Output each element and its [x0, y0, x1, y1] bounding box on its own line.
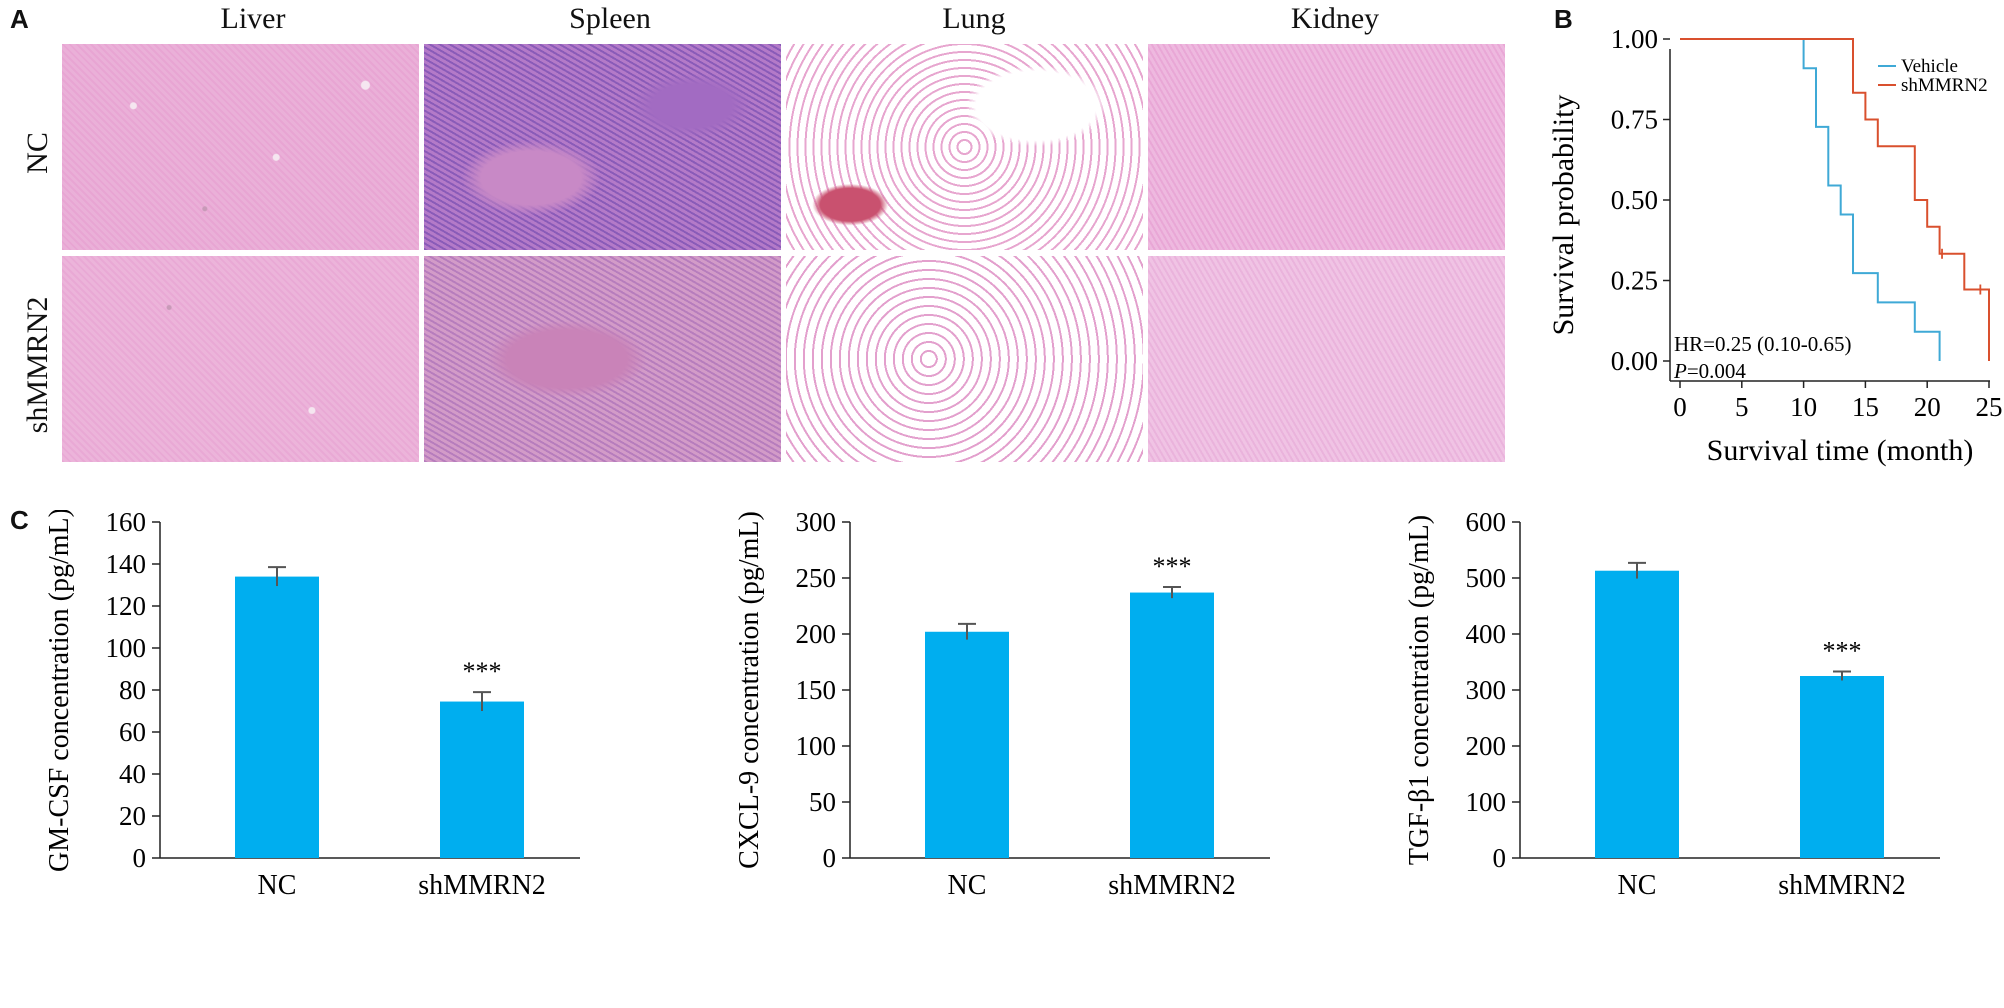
gm-csf-y-tick-label: 80	[119, 675, 146, 705]
gm-csf-y-axis-label: GM-CSF concentration (pg/mL)	[44, 510, 75, 872]
cxcl9-y-tick-label: 150	[796, 675, 837, 705]
histology-image-shmmrn2-lung	[786, 256, 1143, 462]
gm-csf-y-tick-label: 120	[106, 591, 147, 621]
gm-csf-y-tick-label: 20	[119, 801, 146, 831]
survival-x-tick-label: 10	[1790, 392, 1817, 422]
survival-x-tick-label: 25	[1976, 392, 2003, 422]
survival-curve-vehicle	[1680, 38, 1941, 361]
histology-image-nc-liver	[62, 44, 419, 250]
column-label-spleen: Spleen	[569, 2, 651, 35]
survival-x-tick-label: 5	[1735, 392, 1749, 422]
tgf-beta1-y-tick-label: 300	[1466, 675, 1507, 705]
tgf-beta1-significance-marker: ***	[1823, 637, 1862, 666]
survival-chart: 0.00 0.25 0.50 0.75 1.00 0 5 10 15 20 25 Survival…	[1547, 24, 2003, 467]
p-value-annotation: P=0.004	[1673, 359, 1746, 383]
panel-a-letter: A	[10, 4, 29, 34]
cxcl9-y-tick-label: 200	[796, 619, 837, 649]
cxcl9-y-tick-label: 0	[823, 843, 837, 873]
cxcl9-y-tick-label: 300	[796, 510, 837, 537]
survival-x-axis-label: Survival time (month)	[1707, 434, 1974, 467]
gm-csf-bar-chart: 0 20 40 60 80 100 120 140 160 GM-CSF concentratio…	[44, 510, 580, 901]
tgf-beta1-y-tick-label: 200	[1466, 731, 1507, 761]
survival-y-tick-label: 1.00	[1611, 24, 1658, 54]
survival-x-tick-label: 20	[1914, 392, 1941, 422]
histology-image-shmmrn2-kidney	[1148, 256, 1505, 462]
cxcl9-y-tick-label: 50	[809, 787, 836, 817]
tgf-beta1-y-tick-label: 0	[1493, 843, 1507, 873]
histology-image-nc-kidney	[1148, 44, 1505, 250]
cxcl9-bar-shmmrn2	[1130, 592, 1214, 858]
cxcl9-y-tick-label: 250	[796, 563, 837, 593]
panel-c-letter: C	[10, 505, 29, 535]
hazard-ratio-annotation: HR=0.25 (0.10-0.65)	[1674, 332, 1852, 356]
p-value-number: =0.004	[1687, 359, 1747, 383]
gm-csf-category-label: NC	[258, 870, 297, 901]
survival-curve-shmmrn2	[1680, 38, 1990, 361]
tgf-beta1-y-tick-label: 400	[1466, 619, 1507, 649]
column-label-kidney: Kidney	[1290, 2, 1380, 35]
gm-csf-y-tick-label: 160	[106, 510, 147, 537]
histology-image-shmmrn2-liver	[62, 256, 419, 462]
gm-csf-y-tick-label: 100	[106, 633, 147, 663]
histology-image-nc-spleen	[424, 44, 781, 250]
gm-csf-bar-nc	[235, 576, 319, 858]
cxcl9-bar-nc	[925, 631, 1009, 858]
tgf-beta1-bar-nc	[1595, 570, 1679, 858]
cxcl9-significance-marker: ***	[1153, 552, 1192, 581]
p-value-symbol: P	[1673, 359, 1687, 383]
legend-label-shmmrn2: shMMRN2	[1901, 75, 1988, 96]
tgf-beta1-bar-shmmrn2	[1800, 676, 1884, 858]
survival-x-tick-label: 15	[1852, 392, 1879, 422]
survival-y-tick-label: 0.75	[1611, 105, 1658, 135]
panel-b-letter: B	[1554, 4, 1573, 34]
survival-y-axis-label: Survival probability	[1547, 95, 1580, 336]
survival-y-tick-label: 0.00	[1611, 346, 1658, 376]
tgf-beta1-y-tick-label: 600	[1466, 510, 1507, 537]
tgf-beta1-category-label: shMMRN2	[1778, 870, 1906, 901]
row-label-nc: NC	[21, 132, 54, 174]
survival-x-tick-label: 0	[1673, 392, 1687, 422]
survival-y-tick-label: 0.25	[1611, 266, 1658, 296]
histology-image-shmmrn2-spleen	[424, 256, 781, 462]
column-label-lung: Lung	[942, 2, 1006, 35]
cxcl9-category-label: NC	[948, 870, 987, 901]
gm-csf-category-label: shMMRN2	[418, 870, 546, 901]
histology-image-nc-lung	[786, 44, 1143, 250]
cxcl9-y-axis-label: CXCL-9 concentration (pg/mL)	[734, 511, 765, 869]
column-label-liver: Liver	[220, 2, 286, 35]
gm-csf-y-tick-label: 0	[133, 843, 147, 873]
cxcl9-y-tick-label: 100	[796, 731, 837, 761]
row-label-shmmrn2: shMMRN2	[21, 296, 54, 434]
gm-csf-y-tick-label: 140	[106, 549, 147, 579]
gm-csf-y-tick-label: 40	[119, 759, 146, 789]
cxcl9-category-label: shMMRN2	[1108, 870, 1236, 901]
cxcl9-bar-chart: 0 50 100 150 200 250 300 CXCL-9 concentration (…	[734, 510, 1270, 901]
gm-csf-bar-shmmrn2	[440, 701, 524, 858]
tgf-beta1-bar-chart: 0 100 200 300 400 500 600 TGF-β1 concentration …	[1404, 510, 1940, 901]
gm-csf-significance-marker: ***	[463, 657, 502, 686]
gm-csf-y-tick-label: 60	[119, 717, 146, 747]
tgf-beta1-category-label: NC	[1618, 870, 1657, 901]
survival-y-tick-label: 0.50	[1611, 185, 1658, 215]
tgf-beta1-y-tick-label: 100	[1466, 787, 1507, 817]
legend-label-vehicle: Vehicle	[1901, 56, 1958, 77]
tgf-beta1-y-axis-label: TGF-β1 concentration (pg/mL)	[1404, 515, 1435, 865]
tgf-beta1-y-tick-label: 500	[1466, 563, 1507, 593]
